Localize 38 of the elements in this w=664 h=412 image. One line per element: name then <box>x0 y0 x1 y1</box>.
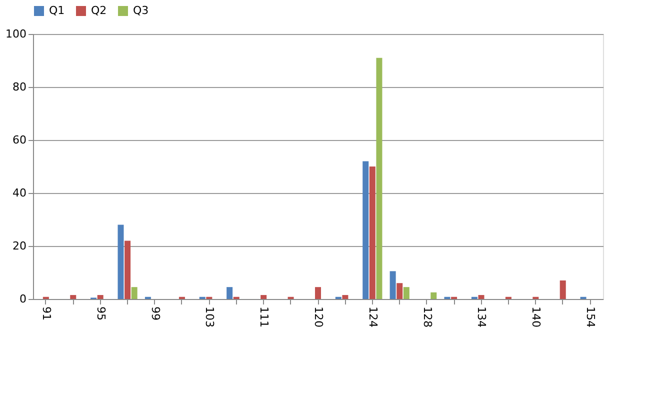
y-tick-label: 100 <box>6 28 26 40</box>
x-tick-label: 111 <box>258 306 271 328</box>
legend-label: Q2 <box>91 4 107 17</box>
x-tick-label: 124 <box>366 306 380 328</box>
x-tick-label: 120 <box>312 306 325 328</box>
x-tick-label: 91 <box>40 306 53 320</box>
legend-label: Q3 <box>133 4 149 17</box>
bar <box>131 287 138 299</box>
bar <box>430 292 437 299</box>
y-tick-label: 60 <box>12 134 26 146</box>
bar <box>118 224 124 299</box>
bar <box>226 287 233 299</box>
bar <box>390 271 396 299</box>
y-tick-label: 80 <box>12 80 26 94</box>
bar <box>362 161 369 299</box>
bar <box>403 287 410 299</box>
bar <box>376 58 382 299</box>
bar <box>260 295 267 299</box>
y-tick-label: 0 <box>20 292 26 306</box>
x-tick-label: 140 <box>530 306 543 328</box>
x-tick-label: 134 <box>475 306 488 328</box>
bar <box>97 295 104 299</box>
bar <box>315 287 321 299</box>
x-tick-label: 154 <box>584 306 598 328</box>
bar <box>70 295 76 299</box>
bar <box>478 295 484 299</box>
x-tick-label: 95 <box>94 306 108 320</box>
bar <box>124 240 131 299</box>
x-tick-label: 103 <box>203 306 216 328</box>
bar <box>560 280 566 299</box>
y-tick-label: 40 <box>12 186 26 200</box>
y-tick-label: 20 <box>12 240 26 252</box>
bar <box>342 295 348 299</box>
x-tick-label: 99 <box>148 306 162 320</box>
bar <box>396 283 403 299</box>
legend-label: Q1 <box>49 4 65 17</box>
bar <box>369 166 376 299</box>
x-tick-label: 128 <box>420 306 434 328</box>
